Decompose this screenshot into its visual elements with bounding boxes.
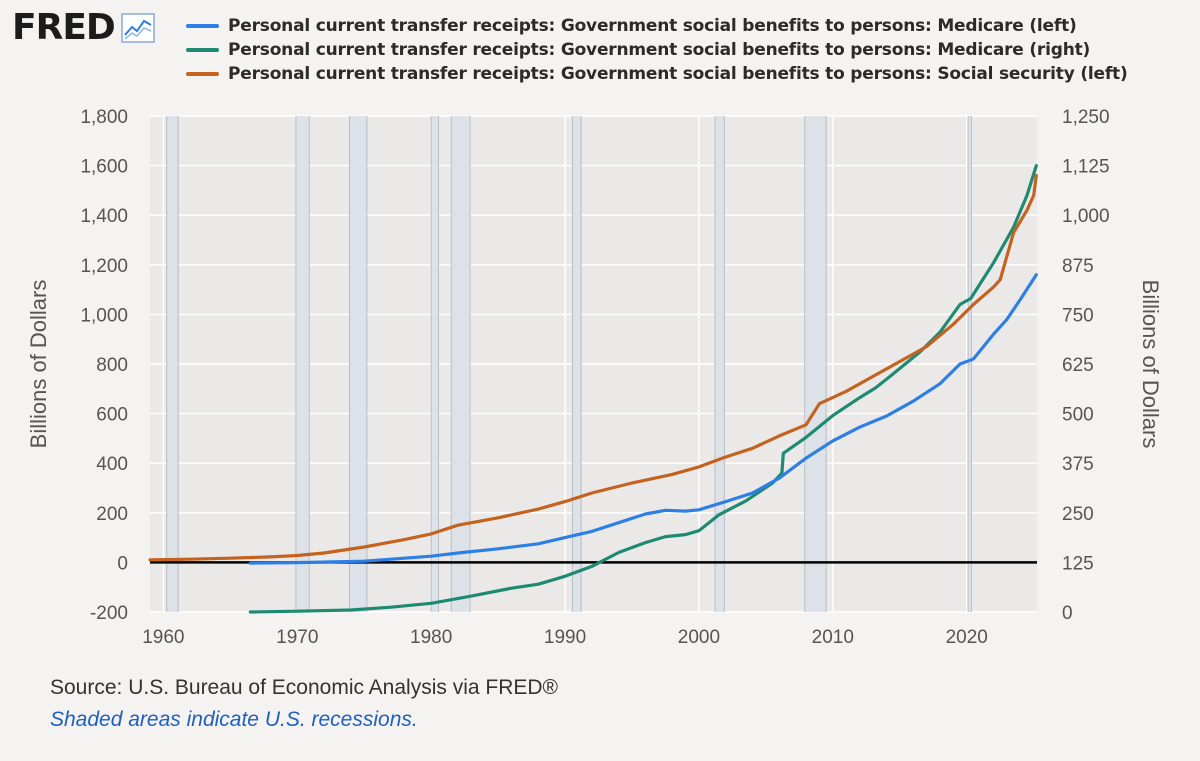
y-left-tick-label: 1,800 [80, 107, 128, 128]
legend-swatch-medicare-right [186, 48, 219, 52]
legend-swatch-medicare-left [186, 24, 219, 28]
y-right-axis-title: Billions of Dollars [1138, 280, 1163, 449]
legend-label-medicare-right: Personal current transfer receipts: Gove… [228, 40, 1091, 60]
x-tick-label: 1980 [410, 627, 452, 648]
recession-band [968, 116, 972, 612]
legend-item-social-security[interactable]: Personal current transfer receipts: Gove… [186, 62, 1128, 86]
legend-item-medicare-right[interactable]: Personal current transfer receipts: Gove… [186, 38, 1128, 62]
y-left-tick-label: 1,400 [80, 206, 128, 227]
recession-band [166, 116, 179, 612]
source-note: Source: U.S. Bureau of Economic Analysis… [50, 676, 559, 699]
legend-item-medicare-left[interactable]: Personal current transfer receipts: Gove… [186, 14, 1128, 38]
y-right-tick-label: 1,125 [1062, 157, 1110, 178]
recession-band [349, 116, 367, 612]
y-right-tick-label: 0 [1062, 603, 1073, 624]
recession-band [295, 116, 310, 612]
series-line-2 [148, 173, 1038, 562]
y-right-tick-label: 1,000 [1062, 206, 1110, 227]
series-line-0 [248, 273, 1038, 565]
legend-label-medicare-left: Personal current transfer receipts: Gove… [228, 16, 1077, 36]
y-right-tick-label: 125 [1062, 553, 1094, 574]
x-tick-label: 1970 [276, 627, 318, 648]
y-right-tick-label: 875 [1062, 256, 1094, 277]
trend-chart-icon [121, 13, 155, 43]
recession-band [715, 116, 725, 612]
series-line-1 [248, 164, 1038, 614]
chart-legend: Personal current transfer receipts: Gove… [186, 14, 1128, 86]
y-right-tick-label: 625 [1062, 355, 1094, 376]
y-left-tick-label: 800 [96, 355, 128, 376]
y-left-tick-label: 400 [96, 454, 128, 475]
fred-logo[interactable]: FRED [12, 10, 155, 46]
y-left-axis-title: Billions of Dollars [26, 280, 51, 449]
y-left-tick-label: 1,000 [80, 305, 128, 326]
recession-band [804, 116, 827, 612]
y-left-tick-label: 200 [96, 504, 128, 525]
y-right-tick-label: 1,250 [1062, 107, 1110, 128]
y-right-tick-label: 375 [1062, 454, 1094, 475]
y-right-tick-label: 250 [1062, 504, 1094, 525]
x-tick-label: 2020 [946, 627, 988, 648]
y-left-tick-label: 1,200 [80, 256, 128, 277]
recession-band [451, 116, 470, 612]
x-tick-label: 2010 [812, 627, 854, 648]
y-left-tick-label: 0 [117, 553, 128, 574]
legend-swatch-social-security [186, 72, 219, 76]
recession-band [431, 116, 439, 612]
fred-logo-text: FRED [12, 7, 116, 48]
recession-band [572, 116, 582, 612]
x-tick-label: 2000 [678, 627, 720, 648]
y-right-tick-label: 500 [1062, 405, 1094, 426]
x-tick-label: 1990 [544, 627, 586, 648]
y-left-tick-label: -200 [90, 603, 128, 624]
recession-note: Shaded areas indicate U.S. recessions. [50, 708, 418, 731]
legend-label-social-security: Personal current transfer receipts: Gove… [228, 64, 1128, 84]
y-right-tick-label: 750 [1062, 305, 1094, 326]
x-tick-label: 1960 [142, 627, 184, 648]
y-left-tick-label: 1,600 [80, 157, 128, 178]
y-left-tick-label: 600 [96, 405, 128, 426]
